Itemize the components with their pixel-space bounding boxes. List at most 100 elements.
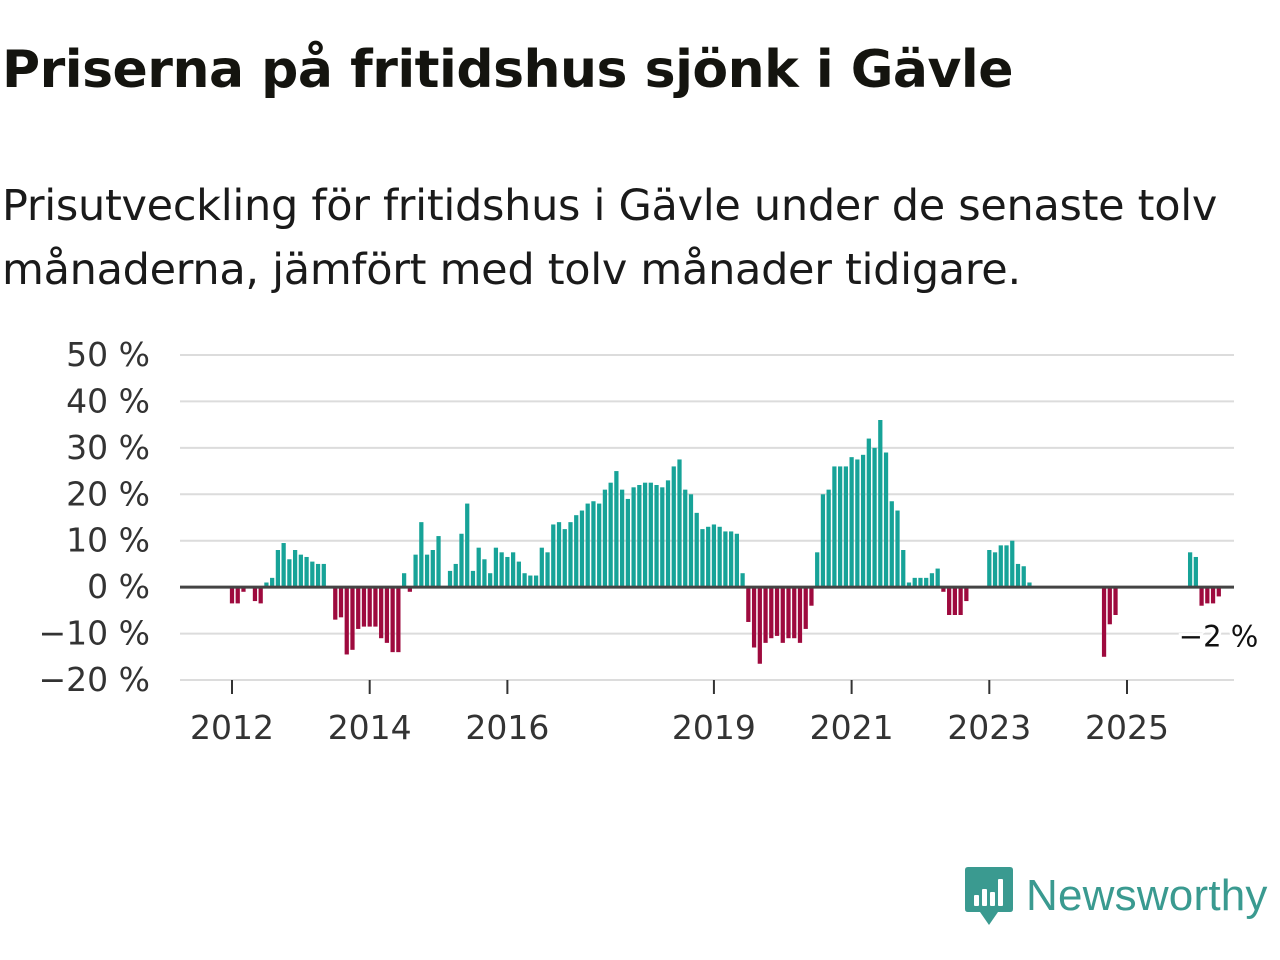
bar	[614, 471, 619, 588]
chart-title: Priserna på fritidshus sjönk i Gävle	[2, 40, 1014, 100]
bar	[1199, 587, 1204, 606]
bar	[998, 545, 1003, 588]
bar	[792, 587, 797, 639]
y-tick-label: 10 %	[66, 521, 150, 560]
bar	[551, 524, 556, 588]
x-tick-label: 2012	[190, 708, 274, 747]
bar	[510, 552, 516, 588]
bar	[906, 582, 912, 588]
bar	[797, 587, 803, 643]
bar	[901, 550, 906, 588]
bar	[545, 552, 550, 588]
bar	[1010, 540, 1015, 588]
bar	[493, 547, 499, 588]
bar	[556, 522, 562, 588]
bar	[746, 587, 751, 622]
bar	[683, 489, 688, 588]
bar	[585, 503, 590, 588]
bar	[1205, 587, 1210, 604]
bar	[338, 587, 344, 618]
bar	[264, 582, 269, 588]
bar	[786, 587, 791, 639]
bar	[866, 438, 871, 588]
bar	[642, 482, 648, 588]
bar	[809, 587, 814, 606]
brand-logo: Newsworthy	[964, 864, 1268, 928]
bar	[229, 587, 235, 604]
bar	[436, 536, 441, 588]
bar	[1107, 587, 1112, 625]
bar	[935, 568, 940, 588]
bar	[1021, 566, 1026, 588]
bar	[734, 533, 739, 588]
bar	[717, 526, 722, 588]
bar	[367, 587, 372, 627]
bar	[287, 559, 292, 588]
axes	[180, 585, 1234, 694]
bar	[602, 489, 608, 588]
bar	[648, 482, 653, 588]
bar	[1113, 587, 1118, 615]
bar	[505, 556, 510, 588]
bar	[947, 587, 952, 615]
bar	[832, 466, 837, 588]
bar	[895, 510, 900, 588]
bar	[820, 494, 826, 588]
bar	[964, 587, 969, 602]
bar	[740, 573, 745, 588]
bar	[924, 577, 929, 588]
bar	[597, 503, 602, 588]
bar	[677, 459, 682, 588]
bar	[637, 485, 642, 588]
bar	[528, 575, 533, 588]
bar	[333, 587, 338, 620]
bar	[660, 487, 665, 588]
end-value-label: −2 %	[1179, 619, 1259, 653]
bar	[384, 587, 390, 643]
bar	[447, 570, 453, 588]
bar	[1027, 582, 1032, 588]
bar	[579, 510, 585, 588]
y-tick-label: −20 %	[39, 660, 151, 699]
bar	[539, 547, 544, 588]
bar	[992, 552, 998, 588]
bar	[310, 561, 315, 588]
bar	[453, 563, 458, 588]
bar	[1210, 587, 1216, 604]
bar	[843, 466, 849, 588]
bar	[665, 480, 671, 588]
bar	[407, 587, 412, 592]
bar	[516, 561, 521, 588]
bar	[476, 547, 481, 588]
y-axis-labels: 50 % 40 % 30 % 20 % 10 % 0 % −10 % −20 %	[39, 335, 151, 699]
bar	[281, 543, 286, 588]
y-tick-label: 0 %	[87, 567, 150, 606]
bar	[1101, 587, 1107, 657]
bar	[688, 494, 694, 588]
bar	[723, 531, 728, 588]
x-tick-label: 2019	[672, 708, 756, 747]
bar	[769, 587, 774, 639]
bar	[878, 420, 883, 588]
bar	[763, 587, 768, 643]
newsworthy-logo-icon	[965, 867, 1013, 925]
bar	[298, 554, 303, 588]
bar	[654, 485, 659, 588]
bar	[396, 587, 401, 653]
bar	[860, 454, 866, 588]
bar	[390, 587, 395, 653]
bar	[379, 587, 384, 639]
bar	[711, 524, 717, 588]
bar	[631, 487, 636, 588]
x-tick-label: 2023	[947, 708, 1031, 747]
chart-subtitle: Prisutveckling för fritidshus i Gävle un…	[2, 181, 1218, 295]
bar	[470, 570, 476, 588]
bar	[855, 459, 860, 588]
bar	[356, 587, 361, 629]
annotations: −2 %	[1176, 616, 1262, 656]
bar	[533, 575, 539, 588]
bar	[912, 577, 917, 588]
bar	[430, 550, 435, 588]
bar	[361, 587, 367, 627]
bar	[608, 482, 613, 588]
